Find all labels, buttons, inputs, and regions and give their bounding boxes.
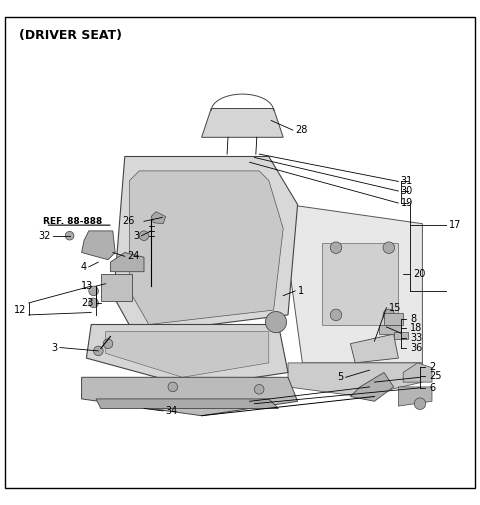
Circle shape: [89, 286, 98, 296]
Text: 33: 33: [410, 333, 423, 343]
Text: 28: 28: [295, 125, 308, 135]
Text: 2: 2: [430, 362, 436, 372]
Polygon shape: [110, 252, 144, 272]
Polygon shape: [403, 363, 432, 382]
Text: 5: 5: [337, 372, 343, 382]
Text: 34: 34: [166, 406, 178, 416]
Circle shape: [103, 339, 113, 348]
Circle shape: [414, 398, 426, 410]
Text: 3: 3: [51, 342, 58, 352]
Text: 25: 25: [430, 371, 442, 381]
Circle shape: [168, 382, 178, 392]
Circle shape: [330, 309, 342, 321]
Circle shape: [265, 312, 287, 333]
Text: 18: 18: [410, 323, 423, 333]
Text: 12: 12: [14, 305, 26, 315]
Polygon shape: [151, 212, 166, 224]
Text: 20: 20: [413, 269, 425, 279]
Polygon shape: [82, 377, 298, 416]
Text: 36: 36: [410, 342, 423, 352]
Polygon shape: [322, 243, 398, 325]
Polygon shape: [288, 363, 422, 396]
Polygon shape: [283, 205, 422, 363]
Text: 17: 17: [449, 220, 461, 230]
Polygon shape: [130, 171, 283, 325]
Bar: [384, 313, 403, 325]
Text: 6: 6: [430, 383, 436, 393]
Text: (DRIVER SEAT): (DRIVER SEAT): [19, 29, 122, 42]
Polygon shape: [82, 231, 115, 260]
Circle shape: [330, 242, 342, 254]
Text: 30: 30: [401, 186, 413, 196]
Text: REF. 88-888: REF. 88-888: [43, 217, 102, 226]
Polygon shape: [398, 387, 432, 406]
Polygon shape: [350, 334, 398, 363]
Polygon shape: [106, 332, 269, 377]
Polygon shape: [96, 399, 278, 409]
Text: 19: 19: [401, 198, 413, 208]
Polygon shape: [101, 274, 132, 300]
Bar: [394, 332, 408, 339]
Text: 23: 23: [81, 298, 94, 308]
Polygon shape: [202, 109, 283, 137]
Circle shape: [65, 231, 74, 240]
Text: 4: 4: [80, 262, 86, 272]
Circle shape: [383, 242, 395, 254]
Text: 13: 13: [81, 281, 94, 291]
Circle shape: [139, 231, 149, 240]
Polygon shape: [350, 373, 394, 401]
Polygon shape: [110, 157, 298, 334]
Circle shape: [383, 309, 395, 321]
Circle shape: [254, 384, 264, 394]
Text: 24: 24: [127, 251, 140, 262]
Text: 26: 26: [122, 216, 134, 226]
Circle shape: [94, 346, 103, 356]
Polygon shape: [86, 325, 288, 387]
Text: 15: 15: [389, 302, 401, 313]
Text: 8: 8: [410, 314, 417, 324]
Circle shape: [89, 298, 98, 308]
Text: 1: 1: [298, 286, 304, 296]
Text: 32: 32: [38, 231, 50, 241]
Text: 31: 31: [401, 176, 413, 186]
Bar: [379, 325, 401, 334]
Text: 3: 3: [133, 231, 139, 241]
